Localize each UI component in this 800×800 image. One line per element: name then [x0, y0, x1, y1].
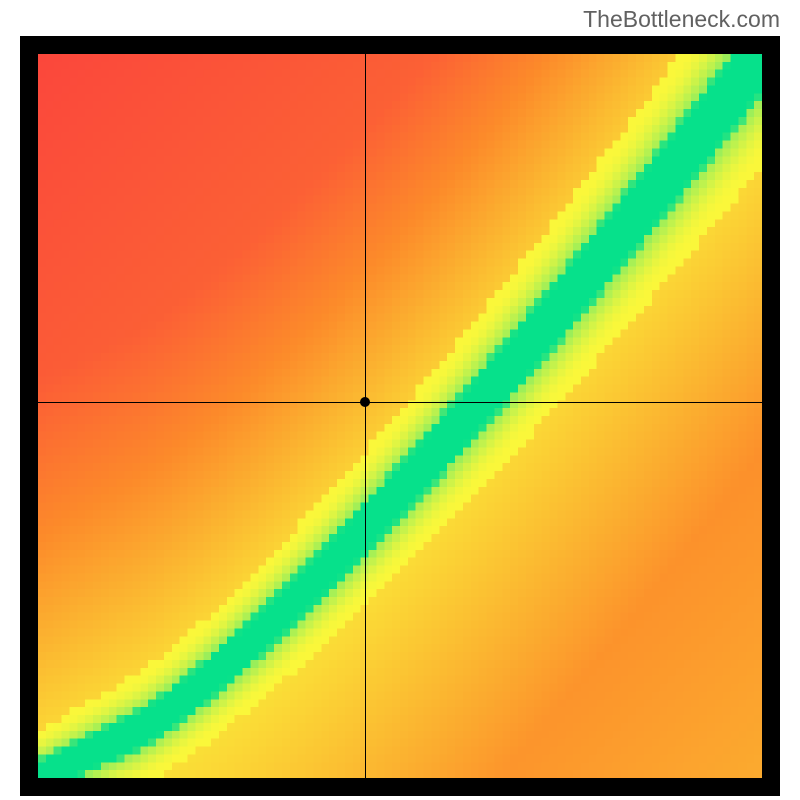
crosshair-horizontal — [38, 402, 762, 403]
bottleneck-heatmap — [38, 54, 762, 778]
chart-container: TheBottleneck.com — [0, 0, 800, 800]
attribution-text: TheBottleneck.com — [583, 6, 780, 33]
crosshair-vertical — [365, 54, 366, 778]
